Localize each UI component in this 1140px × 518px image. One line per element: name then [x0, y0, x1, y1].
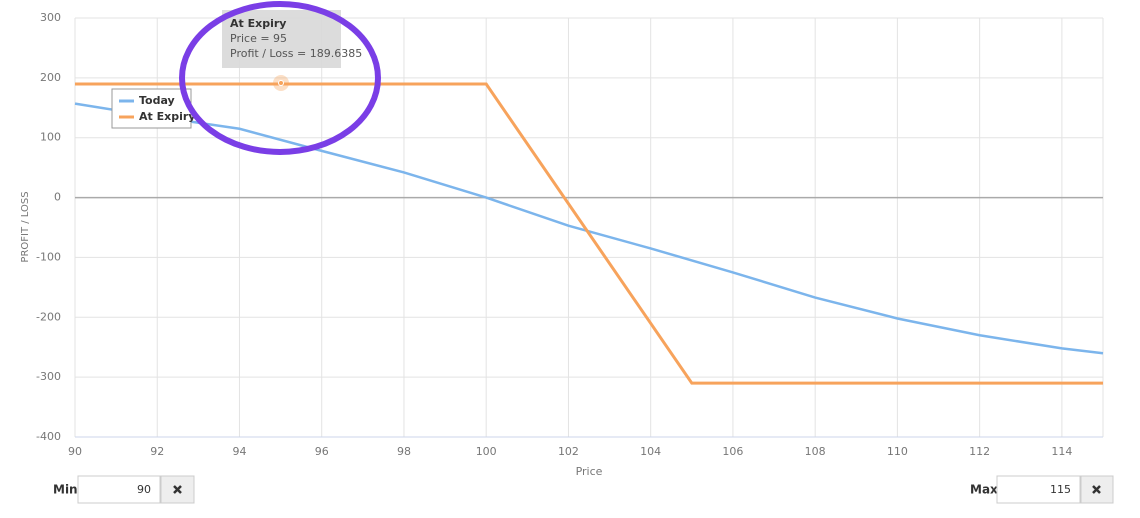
max-label: Max	[970, 483, 998, 497]
max-value: 115	[1050, 483, 1071, 496]
clear-icon	[1092, 485, 1101, 494]
series-line	[74, 102, 1104, 355]
y-tick-label: 0	[54, 191, 61, 204]
tooltip-box	[222, 10, 341, 68]
y-tick-label: 300	[40, 11, 61, 24]
x-tick-label: 112	[969, 445, 990, 458]
series-line	[75, 82, 1103, 385]
y-axis-label: PROFIT / LOSS	[20, 191, 31, 262]
x-tick-label: 92	[150, 445, 164, 458]
x-tick-label: 108	[805, 445, 826, 458]
highlight-circle	[179, 1, 381, 155]
x-tick-label: 104	[640, 445, 661, 458]
x-tick-label: 98	[397, 445, 411, 458]
legend-box	[111, 88, 192, 129]
x-tick-label: 90	[68, 445, 82, 458]
x-tick-label: 102	[558, 445, 579, 458]
min-value: 90	[137, 483, 151, 496]
tooltip-line: Price = 95	[230, 32, 287, 45]
x-tick-label: 94	[232, 445, 246, 458]
y-tick-label: 200	[40, 71, 61, 84]
legend-label: At Expiry	[139, 110, 195, 123]
max-input[interactable]	[996, 475, 1081, 504]
y-tick-label: 100	[40, 131, 61, 144]
x-tick-label: 110	[887, 445, 908, 458]
y-tick-label: -100	[36, 250, 61, 263]
min-input[interactable]	[77, 475, 161, 504]
y-tick-label: -400	[36, 430, 61, 443]
x-tick-label: 106	[722, 445, 743, 458]
clear-icon	[173, 485, 182, 494]
hover-point	[278, 80, 284, 86]
tooltip-title: At Expiry	[230, 17, 286, 30]
min-label: Min	[53, 483, 78, 497]
y-tick-label: -300	[36, 370, 61, 383]
x-tick-label: 96	[315, 445, 329, 458]
legend-label: Today	[139, 94, 175, 107]
x-tick-label: 114	[1051, 445, 1072, 458]
x-axis-label: Price	[576, 465, 603, 478]
x-tick-label: 100	[476, 445, 497, 458]
y-tick-label: -200	[36, 310, 61, 323]
tooltip-line: Profit / Loss = 189.6385	[230, 47, 362, 60]
